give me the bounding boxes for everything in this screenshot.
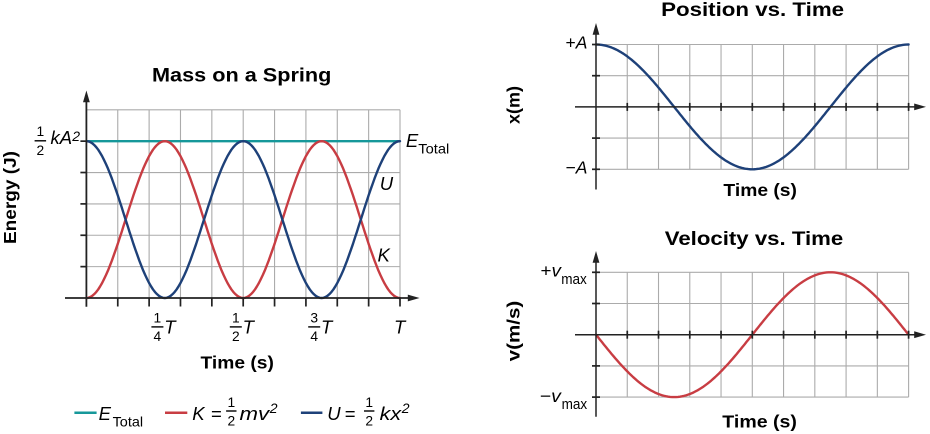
svg-text:2: 2 <box>365 413 373 428</box>
svg-text:Time (s): Time (s) <box>201 353 274 373</box>
svg-text:2: 2 <box>227 413 235 428</box>
svg-text:+v: +v <box>541 260 563 280</box>
svg-text:T: T <box>321 317 334 338</box>
svg-text:E: E <box>406 130 419 151</box>
svg-text:Velocity vs. Time: Velocity vs. Time <box>665 228 844 250</box>
svg-text:+A: +A <box>565 33 587 53</box>
svg-text:max: max <box>562 397 588 413</box>
svg-text:max: max <box>561 272 587 288</box>
svg-text:4: 4 <box>154 329 162 344</box>
svg-text:4: 4 <box>310 329 318 344</box>
svg-text:Time (s): Time (s) <box>722 411 797 431</box>
svg-text:=: = <box>345 403 356 424</box>
svg-text:T: T <box>164 317 177 338</box>
svg-text:Position vs. Time: Position vs. Time <box>661 0 844 21</box>
svg-text:1: 1 <box>365 395 373 410</box>
svg-text:Total: Total <box>113 415 144 430</box>
svg-text:1: 1 <box>227 395 235 410</box>
svg-text:2: 2 <box>269 400 278 416</box>
svg-text:E: E <box>99 403 112 424</box>
svg-text:1: 1 <box>232 310 240 325</box>
svg-text:kA: kA <box>51 127 73 148</box>
svg-text:−A: −A <box>565 157 587 177</box>
svg-text:Energy (J): Energy (J) <box>0 151 20 244</box>
svg-text:3: 3 <box>310 310 318 325</box>
svg-text:2: 2 <box>401 400 410 416</box>
svg-text:U: U <box>327 403 341 424</box>
svg-text:x(m): x(m) <box>504 86 524 124</box>
svg-text:−v: −v <box>540 386 562 406</box>
svg-text:K: K <box>192 403 206 424</box>
svg-text:Total: Total <box>418 142 449 157</box>
svg-text:1: 1 <box>36 124 44 139</box>
svg-text:mv: mv <box>240 403 272 424</box>
svg-text:v(m/s): v(m/s) <box>504 301 524 362</box>
svg-text:1: 1 <box>154 310 162 325</box>
svg-text:Time (s): Time (s) <box>723 180 797 200</box>
svg-text:2: 2 <box>232 329 240 344</box>
svg-text:=: = <box>211 403 222 424</box>
svg-text:Mass on a Spring: Mass on a Spring <box>152 65 331 87</box>
svg-text:2: 2 <box>71 128 80 144</box>
svg-text:K: K <box>378 245 392 266</box>
svg-text:T: T <box>394 317 407 338</box>
svg-text:U: U <box>380 173 394 194</box>
svg-text:2: 2 <box>36 143 44 158</box>
svg-text:T: T <box>243 317 256 338</box>
svg-text:kx: kx <box>380 403 402 424</box>
